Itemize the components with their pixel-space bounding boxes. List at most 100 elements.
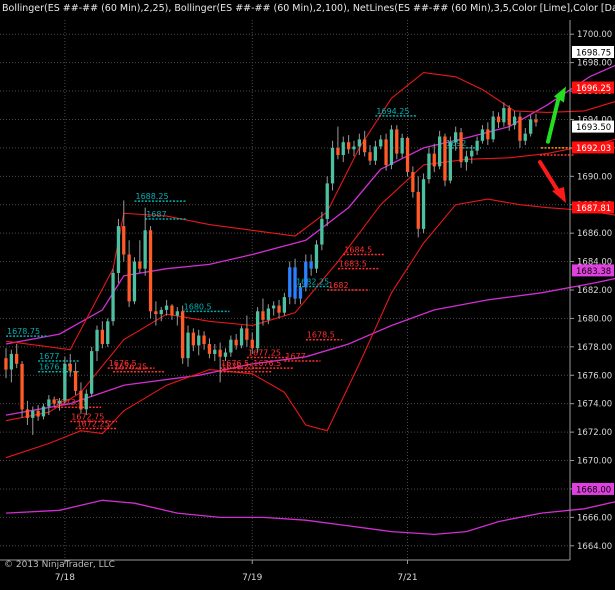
bb-short-mid [5, 138, 615, 422]
level-label-15: 1676.5 [253, 359, 281, 368]
candle-body-64 [347, 142, 351, 150]
candle-body-24 [132, 261, 137, 302]
candle-body-84 [454, 132, 458, 143]
level-label-3: 1673.75 [55, 398, 88, 407]
candle-body-41 [223, 352, 228, 357]
price-flag-4 [572, 201, 614, 214]
price-tick-label-4: 1672.00 [577, 428, 612, 438]
candle-body-30 [164, 305, 169, 310]
candle-body-53 [288, 267, 292, 298]
candle-body-87 [470, 150, 474, 157]
candle-body-83 [448, 142, 452, 181]
price-tick-label-8: 1680.00 [577, 314, 612, 324]
candle-body-76 [411, 172, 415, 192]
level-label-2: 1676.25 [39, 363, 72, 372]
candle-body-69 [373, 146, 377, 161]
candle-body-80 [432, 153, 436, 167]
candle-body-95 [512, 116, 517, 126]
candle-body-9 [52, 399, 56, 404]
time-tick-label-1: 7/19 [242, 573, 262, 583]
candle-body-48 [261, 311, 265, 320]
copyright-text: © 2013 NinjaTrader, LLC [4, 560, 115, 570]
arrows [538, 86, 566, 204]
level-label-12: 1677 [285, 352, 305, 361]
candle-body-59 [320, 218, 324, 245]
candle-body-86 [464, 156, 468, 163]
candle-body-36 [197, 335, 201, 346]
price-flag-0 [572, 45, 614, 58]
candle-body-34 [186, 332, 190, 359]
candle-body-43 [234, 339, 238, 346]
price-flag-label-4: 1687.81 [576, 204, 611, 214]
candle-body-25 [138, 261, 142, 269]
candle-body-33 [181, 311, 185, 359]
price-flag-6 [572, 482, 614, 495]
candle-body-50 [272, 305, 276, 309]
level-label-1: 1677 [39, 352, 59, 361]
candle-body-46 [250, 339, 254, 349]
candle-body-26 [143, 230, 147, 269]
price-axis: 1664.00 1666.00 1668.00 1670.00 1672.00 1674.… [569, 20, 614, 560]
bb-long-mid [5, 277, 615, 416]
candle-body-40 [218, 349, 222, 357]
candle-body-51 [277, 305, 281, 313]
grid [0, 20, 570, 560]
candle-body-58 [314, 244, 319, 269]
candle-body-49 [266, 308, 270, 320]
candle-body-74 [400, 137, 404, 154]
candles [4, 102, 538, 435]
candle-body-66 [357, 139, 361, 147]
candle-body-90 [486, 129, 490, 140]
level-label-18: 1684.5 [344, 245, 372, 254]
chart-header: Bollinger(ES ##-## (60 Min),2,25), Bolli… [2, 3, 615, 14]
candle-body-10 [57, 400, 62, 404]
candle-body-13 [73, 371, 78, 391]
candle-body-65 [352, 146, 356, 150]
price-tick-label-13: 1690.00 [577, 172, 612, 182]
price-tick-label-6: 1676.00 [577, 371, 612, 381]
price-flag-1 [572, 81, 614, 94]
candle-body-85 [459, 132, 463, 163]
candle-body-71 [384, 139, 388, 165]
candle-body-22 [122, 226, 126, 255]
time-axis: 7/187/197/217/23 [0, 559, 570, 583]
level-label-10: 1680.5 [184, 302, 212, 311]
candle-body-60 [325, 183, 329, 219]
level-label-14: 1676.25 [221, 363, 254, 372]
candle-body-55 [298, 287, 303, 299]
price-tick-label-10: 1684.00 [577, 258, 612, 268]
candle-body-1 [9, 353, 13, 370]
candle-body-42 [229, 339, 233, 353]
candle-body-99 [534, 119, 538, 123]
level-label-19: 1683.5 [339, 260, 367, 269]
price-tick-label-0: 1664.00 [577, 542, 612, 552]
candle-body-6 [36, 410, 40, 417]
level-label-11: 1677.25 [248, 349, 281, 358]
price-tick-label-18: 1700.00 [577, 30, 612, 40]
candle-body-12 [68, 363, 72, 371]
price-flag-2 [572, 120, 614, 133]
price-flag-label-5: 1683.38 [576, 267, 611, 277]
candle-body-97 [523, 133, 527, 141]
price-tick-label-1: 1666.00 [577, 513, 612, 523]
candle-body-16 [90, 351, 94, 394]
candle-body-91 [491, 116, 495, 140]
price-tick-label-7: 1678.00 [577, 343, 612, 353]
candle-body-81 [438, 136, 442, 167]
price-tick-label-17: 1698.00 [577, 59, 612, 69]
candle-body-19 [106, 321, 110, 344]
level-label-13: 1676.5 [221, 359, 249, 368]
candle-body-4 [25, 409, 30, 418]
candle-body-68 [368, 152, 372, 161]
time-tick-label-0: 7/18 [55, 573, 75, 583]
candle-body-5 [31, 410, 35, 418]
price-flag-label-1: 1696.25 [576, 84, 611, 94]
candle-body-63 [341, 142, 345, 155]
candle-body-73 [395, 129, 399, 154]
candle-body-92 [496, 116, 501, 123]
level-label-0: 1678.75 [7, 327, 40, 336]
candle-body-56 [304, 261, 308, 288]
candle-body-93 [502, 108, 506, 123]
level-label-7: 1687 [146, 210, 166, 219]
bb-long-lower [5, 499, 615, 536]
